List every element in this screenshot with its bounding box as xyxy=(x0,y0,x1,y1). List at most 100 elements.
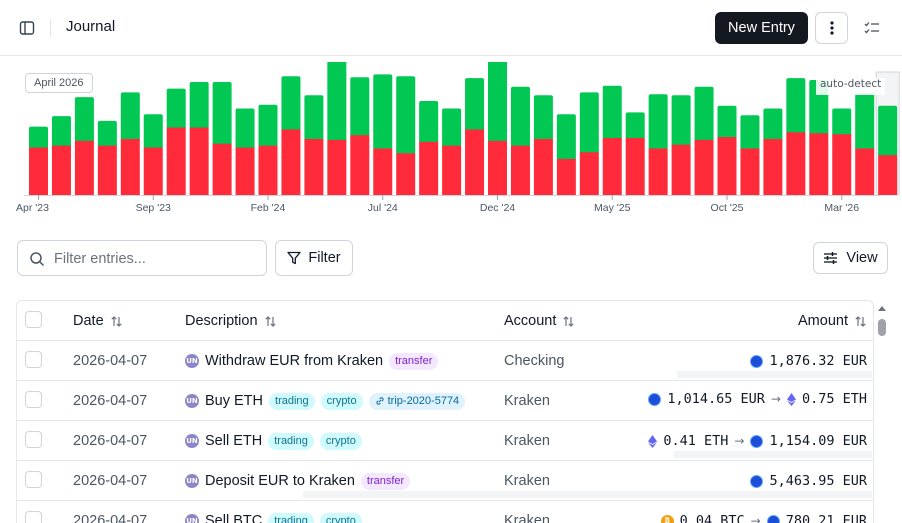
bar-income[interactable] xyxy=(510,86,530,148)
bar-income[interactable] xyxy=(488,62,507,143)
row-checkbox[interactable] xyxy=(25,511,42,523)
bar-expense[interactable] xyxy=(212,143,232,195)
bar-expense[interactable] xyxy=(396,153,416,195)
bar-income[interactable] xyxy=(373,74,393,151)
bar-expense[interactable] xyxy=(671,144,691,195)
bar-expense[interactable] xyxy=(74,140,94,195)
more-options-button[interactable] xyxy=(815,12,848,44)
tag-badge[interactable]: crypto xyxy=(320,392,363,410)
bar-income[interactable] xyxy=(51,116,71,148)
bar-income[interactable] xyxy=(625,112,645,140)
tag-badge[interactable]: transfer xyxy=(389,352,439,370)
bar-expense[interactable] xyxy=(120,138,140,195)
search-box[interactable] xyxy=(17,240,267,276)
bar-expense[interactable] xyxy=(878,155,898,195)
bar-expense[interactable] xyxy=(625,138,645,195)
table-row[interactable]: 2026-04-07 UN Sell BTC trading crypto Kr… xyxy=(17,501,873,523)
scroll-track[interactable] xyxy=(878,318,884,523)
bar-expense[interactable] xyxy=(717,137,737,195)
bar-income[interactable] xyxy=(855,93,875,151)
bar-income[interactable] xyxy=(671,95,691,147)
bar-income[interactable] xyxy=(740,115,760,151)
bar-expense[interactable] xyxy=(488,140,507,195)
checklist-icon[interactable] xyxy=(860,16,884,40)
column-header-amount[interactable]: Amount xyxy=(798,301,867,341)
row-checkbox[interactable] xyxy=(25,431,42,448)
bar-expense[interactable] xyxy=(304,138,324,195)
table-scrollbar[interactable] xyxy=(875,300,887,523)
bar-income[interactable] xyxy=(396,76,416,156)
bar-income[interactable] xyxy=(602,85,622,140)
row-checkbox[interactable] xyxy=(25,471,42,488)
bar-expense[interactable] xyxy=(189,127,209,195)
bar-expense[interactable] xyxy=(281,129,301,195)
view-button[interactable]: View xyxy=(813,242,888,274)
table-row[interactable]: 2026-04-07 UN Deposit EUR to Kraken tran… xyxy=(17,461,873,501)
bar-income[interactable] xyxy=(786,78,806,135)
bar-income[interactable] xyxy=(212,81,232,146)
bar-expense[interactable] xyxy=(740,148,760,195)
bar-income[interactable] xyxy=(832,108,852,137)
bar-income[interactable] xyxy=(327,62,347,142)
bar-income[interactable] xyxy=(556,114,576,161)
select-all-checkbox[interactable] xyxy=(25,311,42,328)
bar-expense[interactable] xyxy=(579,152,599,195)
bar-income[interactable] xyxy=(763,108,783,141)
bar-expense[interactable] xyxy=(442,145,462,195)
bar-expense[interactable] xyxy=(855,148,875,195)
bar-income[interactable] xyxy=(258,104,278,148)
scroll-up-icon[interactable] xyxy=(878,306,886,311)
bar-income[interactable] xyxy=(74,97,94,143)
tag-badge[interactable]: trading xyxy=(269,392,315,410)
bar-income[interactable] xyxy=(143,114,163,150)
bar-income[interactable] xyxy=(281,76,301,132)
bar-income[interactable] xyxy=(304,95,324,141)
filter-button[interactable]: Filter xyxy=(275,240,353,276)
tag-badge[interactable]: trading xyxy=(268,512,314,523)
search-input[interactable] xyxy=(54,247,259,271)
bar-expense[interactable] xyxy=(51,145,71,195)
column-header-account[interactable]: Account xyxy=(504,301,575,341)
bar-expense[interactable] xyxy=(166,127,186,195)
tag-badge[interactable]: crypto xyxy=(319,432,362,450)
bar-expense[interactable] xyxy=(373,148,393,195)
bar-expense[interactable] xyxy=(235,147,255,196)
table-row[interactable]: 2026-04-07 UN Sell ETH trading crypto Kr… xyxy=(17,421,873,461)
scroll-thumb[interactable] xyxy=(878,319,886,336)
bar-expense[interactable] xyxy=(602,138,622,195)
bar-expense[interactable] xyxy=(648,148,668,195)
bar-expense[interactable] xyxy=(809,133,829,195)
bar-expense[interactable] xyxy=(510,145,530,195)
row-checkbox[interactable] xyxy=(25,391,42,408)
bar-income[interactable] xyxy=(648,94,668,151)
bar-expense[interactable] xyxy=(694,139,714,195)
link-tag-badge[interactable]: trip-2020-5774 xyxy=(368,392,466,410)
bar-income[interactable] xyxy=(97,120,117,148)
sidebar-toggle-icon[interactable] xyxy=(14,15,40,41)
bar-income[interactable] xyxy=(235,108,255,150)
bar-expense[interactable] xyxy=(533,138,553,195)
bar-income[interactable] xyxy=(419,100,439,144)
tag-badge[interactable]: crypto xyxy=(319,512,362,523)
bar-income[interactable] xyxy=(533,95,553,141)
bar-expense[interactable] xyxy=(763,138,783,195)
bar-income[interactable] xyxy=(717,105,737,140)
bar-expense[interactable] xyxy=(327,139,347,195)
bar-income[interactable] xyxy=(465,78,485,132)
new-entry-button[interactable]: New Entry xyxy=(715,12,808,44)
table-row[interactable]: 2026-04-07 UN Buy ETH trading crypto tri… xyxy=(17,381,873,421)
tag-badge[interactable]: trading xyxy=(268,432,314,450)
bar-expense[interactable] xyxy=(29,147,48,196)
bar-income[interactable] xyxy=(189,81,209,130)
bar-expense[interactable] xyxy=(143,147,163,196)
bar-expense[interactable] xyxy=(97,145,117,195)
bar-expense[interactable] xyxy=(350,135,370,195)
bar-expense[interactable] xyxy=(786,132,806,195)
auto-detect-label[interactable]: auto-detect xyxy=(816,78,886,95)
bar-expense[interactable] xyxy=(419,141,439,195)
bar-income[interactable] xyxy=(442,108,462,148)
bar-income[interactable] xyxy=(120,92,140,141)
row-checkbox[interactable] xyxy=(25,351,42,368)
bar-expense[interactable] xyxy=(556,158,576,195)
column-header-description[interactable]: Description xyxy=(185,301,277,341)
